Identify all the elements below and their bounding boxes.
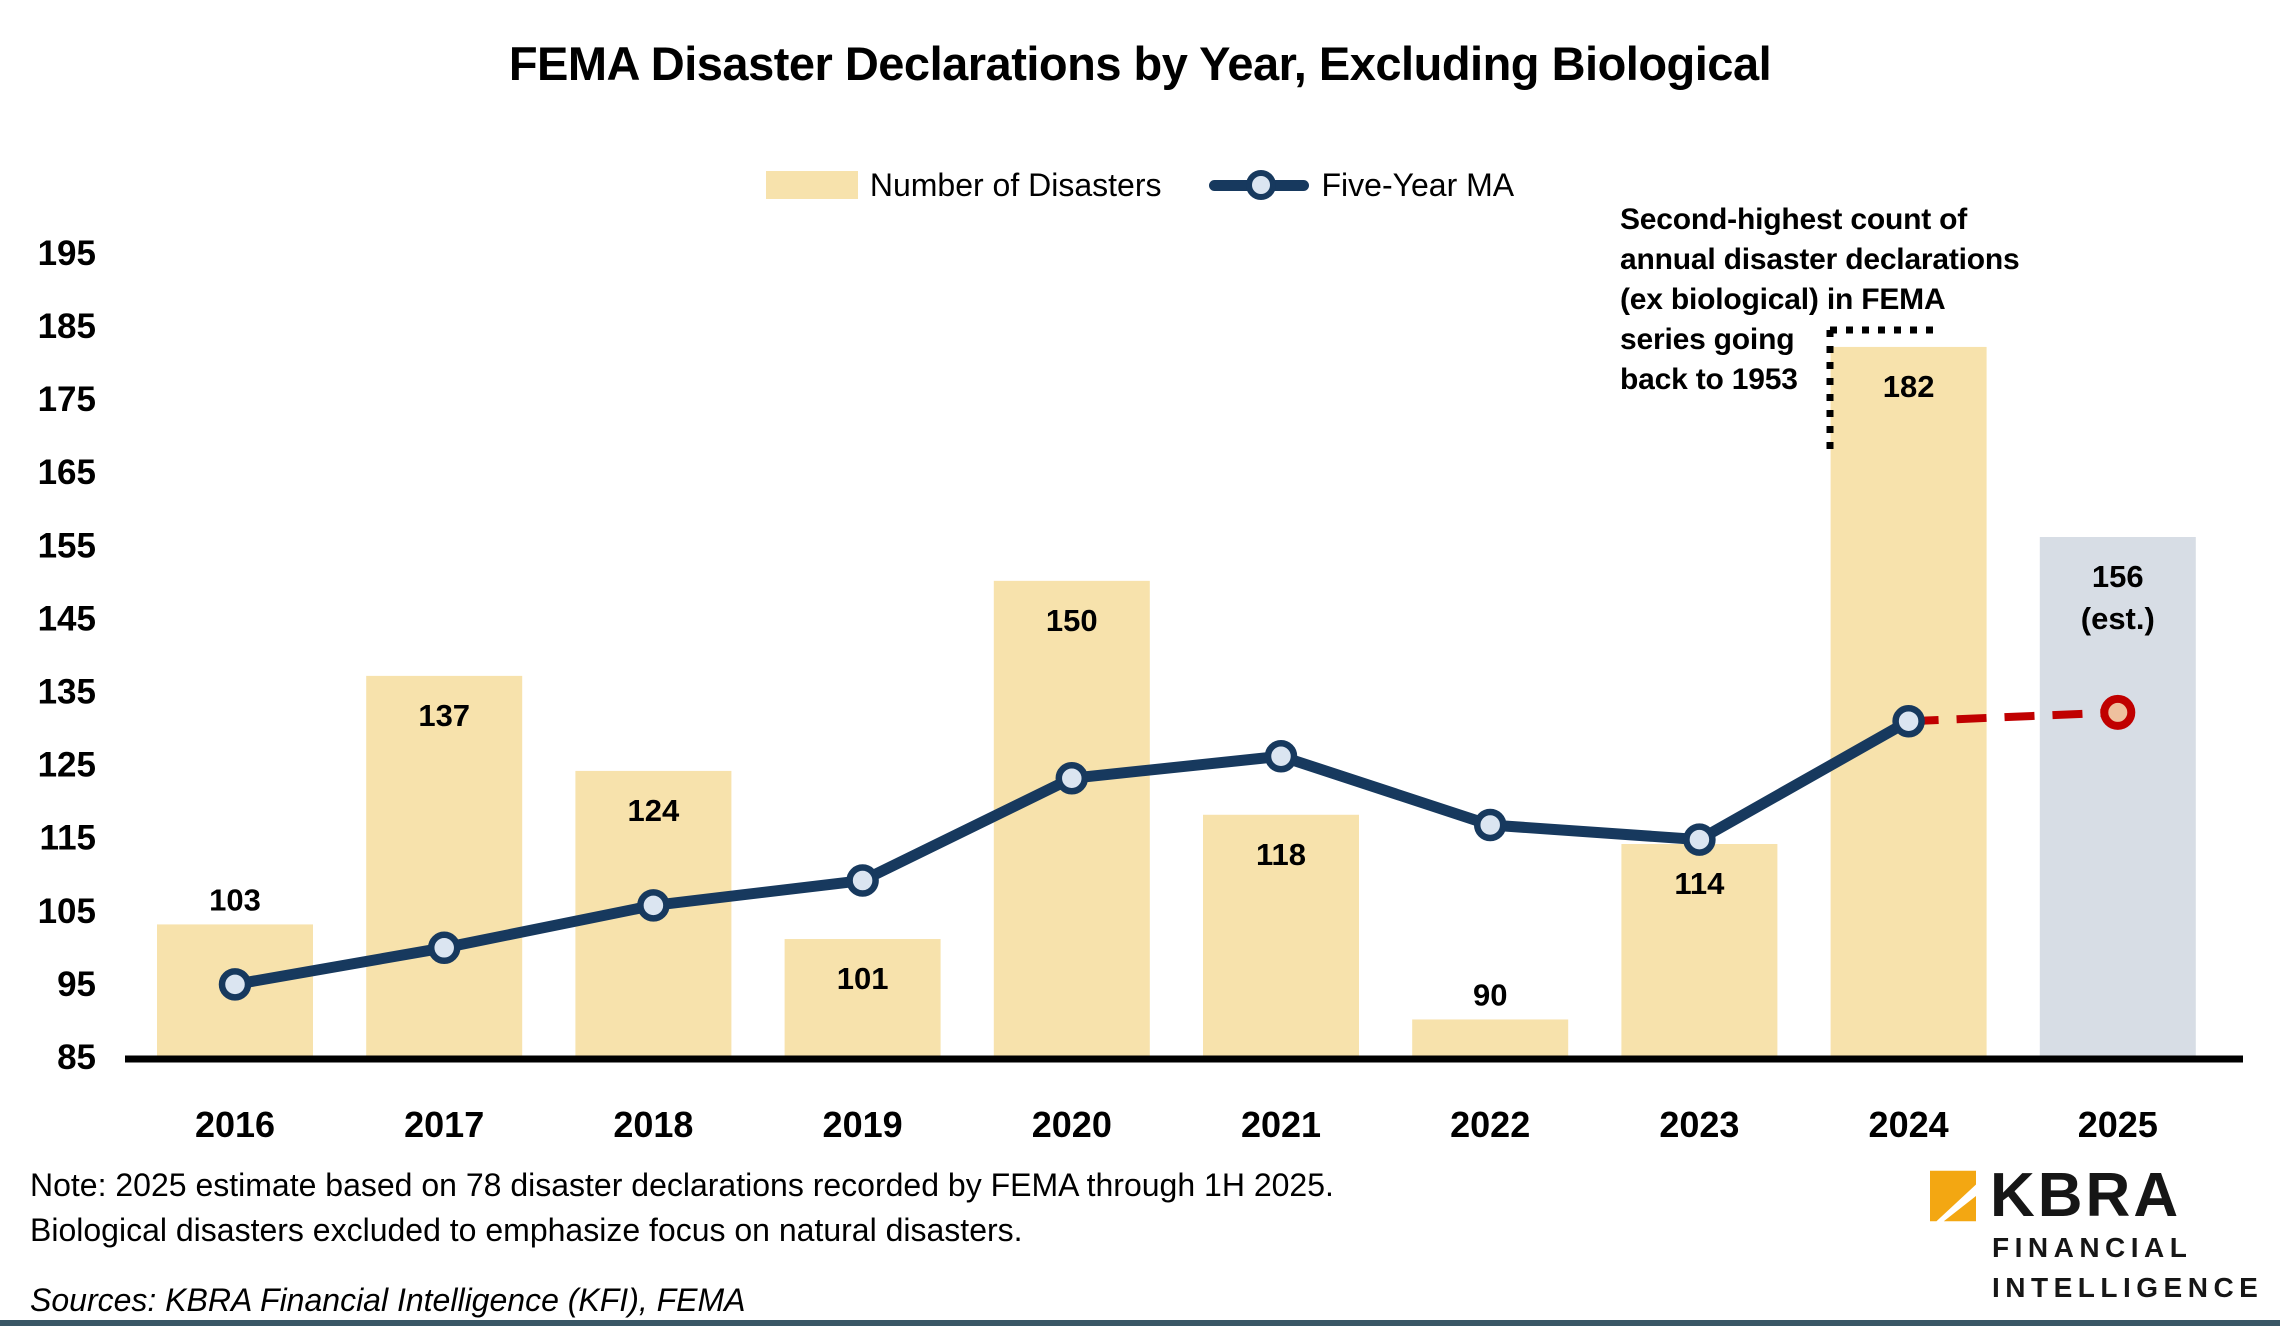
bar-label-2023: 114 <box>1674 866 1725 901</box>
y-tick-95: 95 <box>57 965 96 1004</box>
bar-label-2017: 137 <box>418 698 470 733</box>
y-tick-145: 145 <box>38 599 96 638</box>
bar-2022 <box>1412 1019 1569 1056</box>
ma-marker-2017 <box>427 931 461 965</box>
kbra-logo-icon <box>1930 1170 1976 1222</box>
x-label-2020: 2020 <box>1032 1104 1112 1145</box>
legend-item-ma: Five-Year MA <box>1209 167 1514 204</box>
footnote: Note: 2025 estimate based on 78 disaster… <box>30 1167 1334 1248</box>
x-label-2022: 2022 <box>1450 1104 1530 1145</box>
ma-marker-2022 <box>1473 808 1507 842</box>
kbra-logo-financial: FINANCIAL <box>1992 1232 2193 1263</box>
ma-marker-2019 <box>846 864 879 897</box>
annotation-callout: Second-highest count of annual disaster … <box>1620 203 2020 396</box>
y-tick-185: 185 <box>38 307 96 346</box>
bar-label-2020: 150 <box>1046 603 1098 638</box>
x-label-2021: 2021 <box>1241 1104 1321 1145</box>
kbra-logo-intelligence: INTELLIGENCE <box>1992 1272 2264 1303</box>
x-label-2023: 2023 <box>1659 1104 1739 1145</box>
y-tick-85: 85 <box>57 1038 96 1077</box>
legend: Number of Disasters Five-Year MA <box>0 160 2280 210</box>
footer-accent-bar <box>0 1320 2280 1326</box>
bar-2020 <box>993 580 1150 1056</box>
ma-marker-2021 <box>1264 740 1298 773</box>
bar-2023 <box>1621 844 1778 1056</box>
y-tick-135: 135 <box>38 673 96 712</box>
x-label-2018: 2018 <box>613 1104 693 1145</box>
bar-label-2016: 103 <box>209 882 261 917</box>
ma-marker-2020 <box>1055 761 1089 795</box>
y-tick-175: 175 <box>38 380 96 419</box>
bar-label-2018: 124 <box>628 793 680 828</box>
bar-label-2025-line2: (est.) <box>2081 601 2155 636</box>
bar-label-2019: 101 <box>837 961 889 996</box>
x-label-2016: 2016 <box>195 1104 275 1145</box>
kbra-logo-wordmark: KBRA <box>1990 1161 2182 1230</box>
x-label-2017: 2017 <box>404 1104 484 1145</box>
kbra-logo: KBRA FINANCIAL INTELLIGENCE <box>1930 1161 2280 1304</box>
legend-label-disasters: Number of Disasters <box>869 166 1162 203</box>
legend-line-marker <box>1246 170 1277 200</box>
kbra-icon-upper-shape <box>1930 1170 1976 1222</box>
forecast-connector <box>1908 708 2118 726</box>
bar-2019 <box>784 939 941 1056</box>
y-tick-105: 105 <box>38 892 96 931</box>
bar-label-2022: 90 <box>1473 977 1507 1012</box>
x-label-2019: 2019 <box>823 1104 903 1145</box>
y-tick-125: 125 <box>38 746 96 785</box>
bar-label-2021: 118 <box>1256 837 1306 872</box>
sources-line: Sources: KBRA Financial Intelligence (KF… <box>30 1282 746 1318</box>
kbra-logo-row: KBRA <box>1930 1161 2280 1230</box>
legend-item-disasters: Number of Disasters <box>765 166 1162 204</box>
x-label-2024: 2024 <box>1869 1104 1949 1145</box>
x-label-2025: 2025 <box>2078 1104 2158 1145</box>
y-tick-155: 155 <box>38 526 96 565</box>
ma-marker-2023 <box>1683 823 1716 856</box>
y-tick-115: 115 <box>40 819 96 858</box>
ma-marker-2018 <box>637 889 670 922</box>
y-tick-195: 195 <box>38 234 96 273</box>
legend-label-ma: Five-Year MA <box>1321 166 1515 203</box>
bar-label-2024: 182 <box>1883 369 1935 404</box>
ma-marker-2016 <box>218 968 252 1001</box>
bar-2024 <box>1830 346 1987 1056</box>
legend-line-swatch <box>1209 168 1310 202</box>
bar-2025 <box>2039 536 2196 1056</box>
y-tick-165: 165 <box>38 453 96 492</box>
bar-2017 <box>366 675 523 1056</box>
forecast-marker <box>2100 694 2136 730</box>
chart-title: FEMA Disaster Declarations by Year, Excl… <box>508 37 1772 90</box>
bar-label-2025: 156 <box>2092 559 2144 594</box>
legend-bar-swatch <box>765 171 858 199</box>
bar-2021 <box>1203 814 1359 1056</box>
ma-marker-2024 <box>1892 704 1925 738</box>
